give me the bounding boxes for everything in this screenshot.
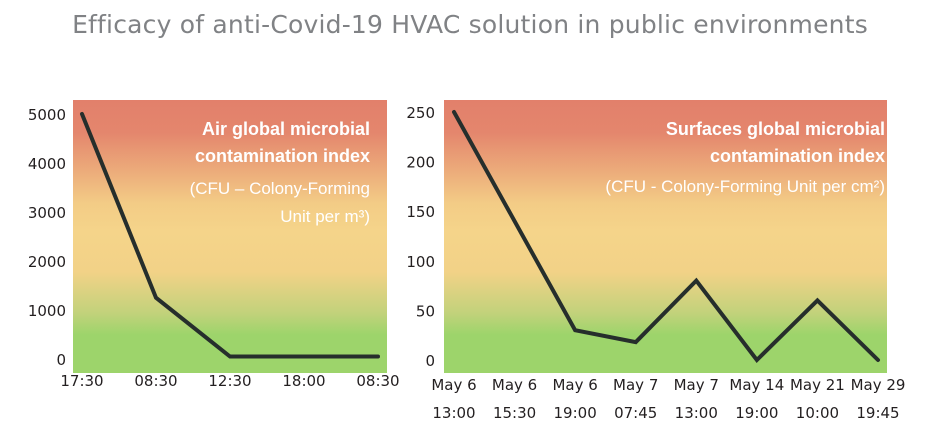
surfaces-x-tick-label: May 6 — [431, 376, 476, 394]
surfaces-y-tick-label: 0 — [425, 352, 435, 370]
surfaces-x-tick-label: 15:30 — [493, 404, 536, 422]
surfaces-x-tick-label: 13:00 — [675, 404, 718, 422]
surfaces-series-line — [452, 110, 880, 364]
surfaces-chart: 0 50 100 150 200 250 May 6 13:00 May 6 15:30 May 6… — [406, 100, 905, 422]
surfaces-y-tick-label: 100 — [406, 253, 435, 271]
surfaces-x-tick-label: May 6 — [492, 376, 537, 394]
air-y-tick-label: 2000 — [28, 253, 66, 271]
air-y-tick-label: 1000 — [28, 302, 66, 320]
surfaces-x-tick-label: May 6 — [552, 376, 597, 394]
surfaces-x-tick-label: May 29 — [851, 376, 906, 394]
air-annotation: Air global microbial — [202, 119, 370, 139]
surfaces-x-tick-label: 19:00 — [554, 404, 597, 422]
surfaces-x-tick-label: 13:00 — [432, 404, 475, 422]
air-y-tick-label: 4000 — [28, 155, 66, 173]
surfaces-x-tick-label: 19:45 — [856, 404, 899, 422]
surfaces-x-tick-label: 10:00 — [796, 404, 839, 422]
surfaces-unit-note: (CFU - Colony-Forming Unit per cm²) — [605, 177, 885, 196]
surfaces-x-tick-label: May 7 — [613, 376, 658, 394]
surfaces-y-tick-label: 250 — [406, 104, 435, 122]
surfaces-y-tick-label: 150 — [406, 203, 435, 221]
air-plot-area — [73, 100, 387, 373]
air-chart: 0 1000 2000 3000 4000 5000 17:30 08:30 12:30 18:0… — [28, 100, 400, 390]
surfaces-annotation: Surfaces global microbial — [666, 119, 885, 139]
air-y-tick-label: 0 — [56, 351, 66, 369]
surfaces-y-tick-label: 200 — [406, 154, 435, 172]
air-y-tick-label: 3000 — [28, 204, 66, 222]
surfaces-y-tick-label: 50 — [416, 302, 435, 320]
air-x-tick-label: 12:30 — [208, 372, 251, 390]
surfaces-annotation: contamination index — [710, 146, 885, 166]
air-x-tick-label: 08:30 — [356, 372, 399, 390]
surfaces-plot-area — [444, 100, 887, 373]
air-x-tick-label: 08:30 — [134, 372, 177, 390]
surfaces-x-tick-label: May 14 — [729, 376, 784, 394]
surfaces-x-tick-label: 19:00 — [735, 404, 778, 422]
surfaces-x-tick-label: May 21 — [790, 376, 845, 394]
air-annotation: contamination index — [195, 146, 370, 166]
surfaces-x-tick-label: 07:45 — [614, 404, 657, 422]
air-unit-note: Unit per m³) — [280, 207, 370, 226]
air-x-tick-label: 18:00 — [282, 372, 325, 390]
air-y-tick-label: 5000 — [28, 106, 66, 124]
air-x-tick-label: 17:30 — [60, 372, 103, 390]
surfaces-x-tick-label: May 7 — [674, 376, 719, 394]
chart-title: Efficacy of anti-Covid-19 HVAC solution … — [72, 10, 868, 39]
air-unit-note: (CFU – Colony-Forming — [190, 179, 370, 198]
